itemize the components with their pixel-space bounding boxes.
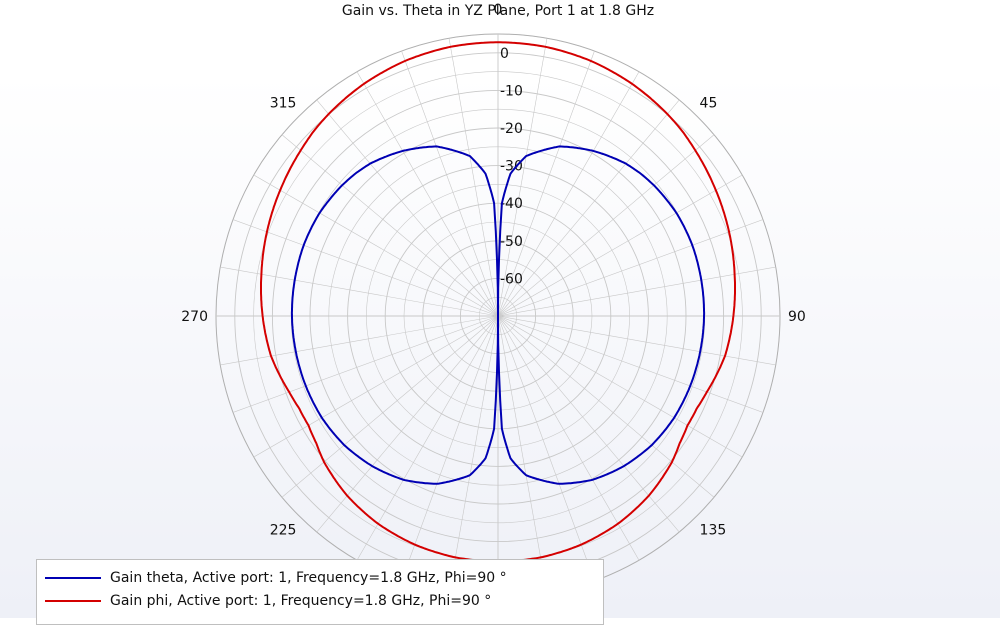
grid-spoke	[253, 315, 499, 458]
radial-tick-label: -20	[500, 121, 523, 137]
grid-spoke	[448, 315, 499, 594]
radial-tick-label: -10	[500, 83, 523, 99]
grid-spoke	[281, 134, 499, 317]
grid-spoke	[497, 315, 743, 458]
grid-spoke	[497, 174, 743, 317]
angular-tick-label: 0	[494, 2, 503, 18]
radial-tick-label: -30	[500, 159, 523, 175]
grid-spoke	[497, 38, 548, 317]
grid-spoke	[220, 315, 499, 366]
grid-spoke	[253, 174, 499, 317]
radial-tick-label: -40	[500, 196, 523, 212]
grid-spoke	[448, 38, 499, 317]
radial-tick-label: -60	[500, 271, 523, 287]
grid-spoke	[356, 71, 499, 317]
grid-spoke	[497, 71, 640, 317]
grid-spoke	[356, 315, 499, 561]
grid-spoke	[497, 134, 715, 317]
series-line-gain-theta	[290, 145, 706, 485]
legend-swatch-gain-phi	[45, 600, 101, 602]
legend-label-gain-theta: Gain theta, Active port: 1, Frequency=1.…	[110, 570, 507, 586]
grid-spoke	[497, 266, 776, 317]
grid-spoke	[232, 315, 499, 413]
legend-swatch-gain-theta	[45, 577, 101, 579]
angular-tick-labels: 04590135180225270315	[181, 2, 806, 539]
legend-entry-gain-phi: Gain phi, Active port: 1, Frequency=1.8 …	[45, 591, 491, 611]
angular-tick-label: 90	[788, 309, 806, 325]
grid-spoke	[497, 50, 595, 317]
angular-tick-label: 315	[270, 95, 297, 111]
angular-tick-label: 270	[181, 309, 208, 325]
legend-entry-gain-theta: Gain theta, Active port: 1, Frequency=1.…	[45, 568, 507, 588]
angular-tick-label: 225	[270, 523, 297, 539]
grid-spoke	[220, 266, 499, 317]
legend-label-gain-phi: Gain phi, Active port: 1, Frequency=1.8 …	[110, 593, 492, 609]
grid-spoke	[497, 315, 548, 594]
grid-spoke	[497, 315, 595, 582]
grid-spoke	[281, 315, 499, 498]
grid-spoke	[497, 219, 764, 317]
angular-tick-label: 45	[700, 95, 718, 111]
grid-spoke	[401, 315, 499, 582]
radial-tick-label: -50	[500, 234, 523, 250]
grid-spoke	[497, 315, 764, 413]
grid-spoke	[497, 99, 680, 317]
grid-spoke	[497, 315, 715, 498]
radial-tick-labels: 0 -10 -20 -30 -40 -50 -60	[500, 46, 523, 288]
radial-tick-label: 0	[500, 46, 509, 62]
legend: Gain theta, Active port: 1, Frequency=1.…	[36, 559, 604, 625]
grid-spoke	[232, 219, 499, 317]
chart-title: Gain vs. Theta in YZ Plane, Port 1 at 1.…	[342, 3, 654, 19]
angular-tick-label: 135	[700, 523, 727, 539]
grid-spoke	[497, 315, 640, 561]
grid-spoke	[401, 50, 499, 317]
grid-spoke	[316, 99, 499, 317]
grid-spoke	[497, 315, 776, 366]
